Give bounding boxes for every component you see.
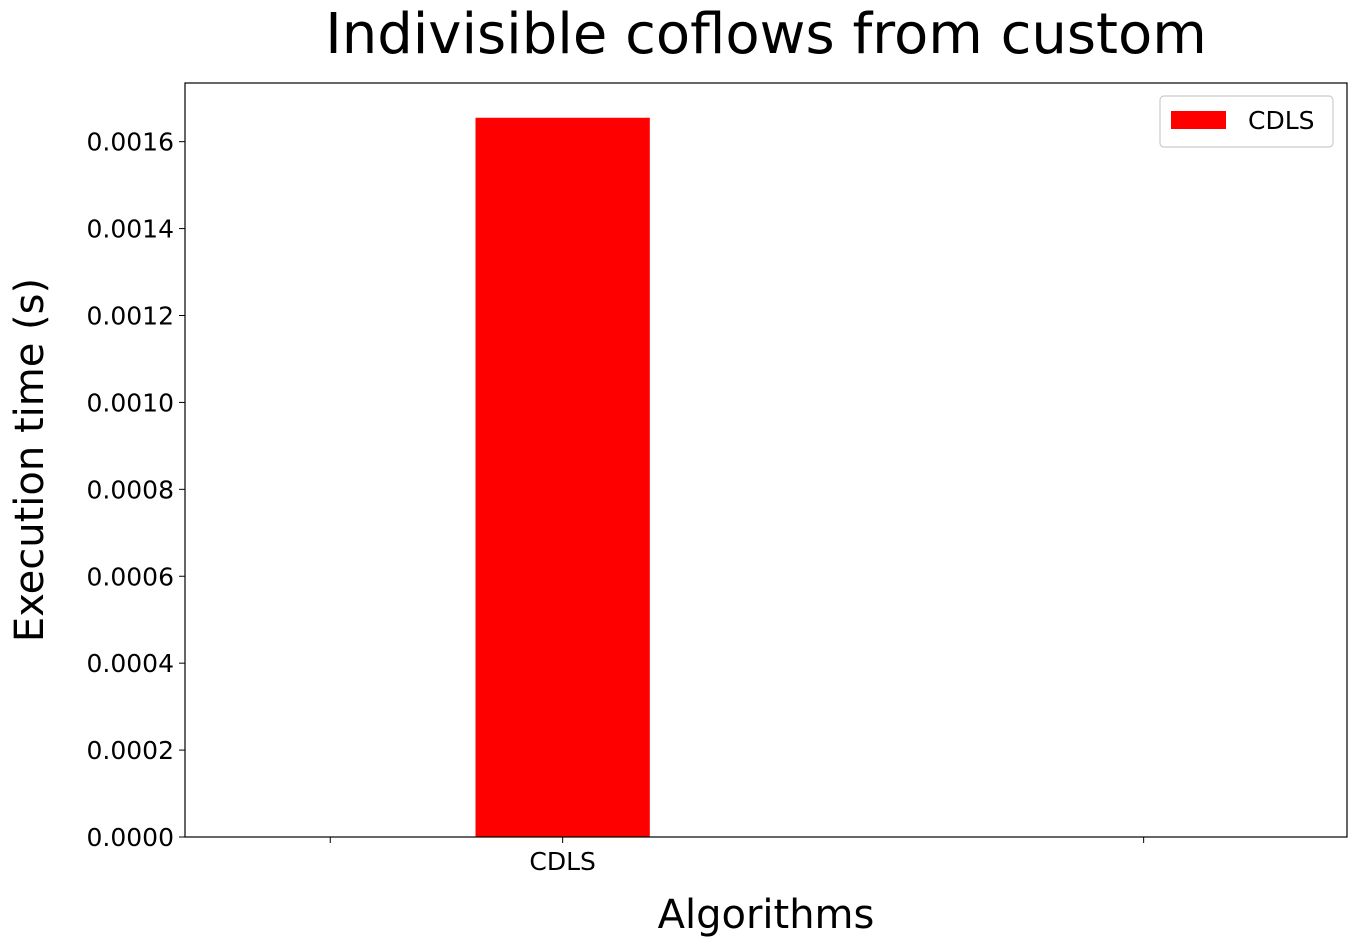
y-tick-label: 0.0014 — [87, 215, 174, 244]
chart-title: Indivisible coflows from custom — [325, 2, 1207, 67]
y-tick-label: 0.0002 — [87, 736, 174, 765]
legend-swatch-cdls — [1171, 111, 1226, 129]
y-tick-label: 0.0008 — [87, 475, 174, 504]
x-ticks-layer: CDLS — [329, 837, 1145, 876]
y-tick-label: 0.0016 — [87, 128, 174, 157]
bar-cdls — [475, 117, 650, 837]
y-axis-label: Execution time (s) — [7, 278, 53, 642]
legend-box — [1159, 95, 1334, 148]
legend: CDLS — [1159, 95, 1334, 148]
y-tick-label: 0.0010 — [87, 388, 174, 417]
y-tick-label: 0.0012 — [87, 302, 174, 331]
y-tick-label: 0.0004 — [87, 649, 174, 678]
bars-layer — [475, 117, 650, 837]
y-ticks-layer: 0.0000 0.0002 0.0004 0.0006 0.0008 0.0010 0.00… — [87, 128, 185, 852]
x-axis-label: Algorithms — [658, 892, 875, 938]
plot-area-frame — [184, 82, 1348, 838]
y-tick-label: 0.0000 — [87, 823, 174, 852]
x-tick-label: CDLS — [529, 847, 596, 876]
legend-label-cdls: CDLS — [1248, 106, 1315, 135]
y-tick-label: 0.0006 — [87, 562, 174, 591]
